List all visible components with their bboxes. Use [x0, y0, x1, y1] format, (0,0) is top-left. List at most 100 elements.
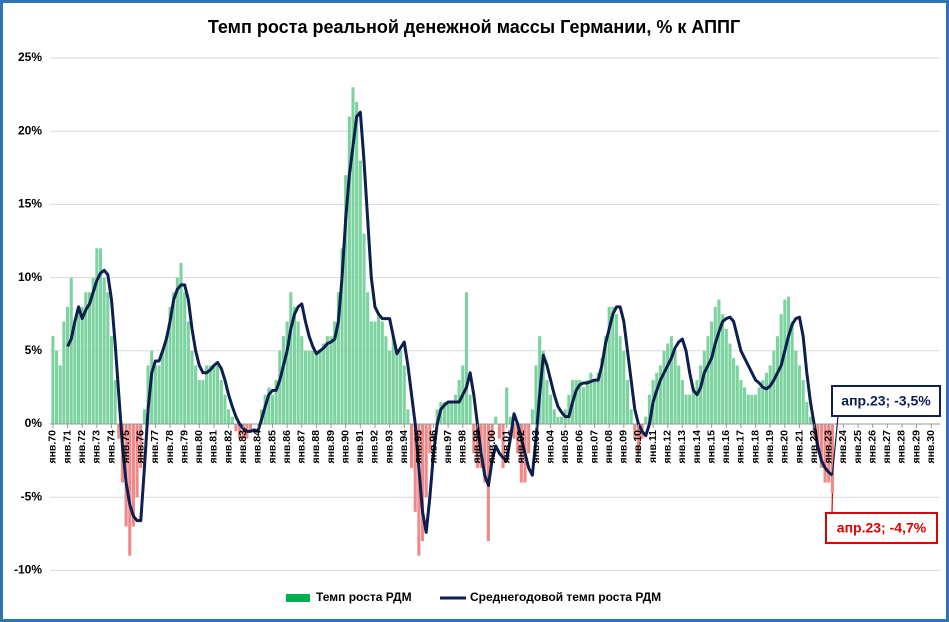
bar [311, 350, 315, 424]
bar [172, 292, 176, 424]
bar [395, 350, 399, 424]
bar [505, 387, 509, 424]
bar [227, 409, 231, 424]
bar [666, 343, 670, 424]
bar [58, 365, 62, 424]
bar [428, 424, 432, 454]
x-tick-label: янв.99 [471, 430, 483, 464]
x-tick-label: янв.76 [135, 430, 147, 464]
y-tick-label: 25% [18, 50, 42, 64]
bar [281, 336, 286, 424]
bar [534, 365, 538, 424]
bar [347, 116, 351, 424]
bar [819, 424, 823, 468]
bar [662, 350, 666, 424]
bar [62, 321, 66, 424]
bar [201, 380, 205, 424]
bar [494, 416, 498, 424]
annotation-text: апр.23; -4,7% [837, 520, 927, 536]
x-tick-label: янв.23 [823, 430, 835, 464]
x-tick-label: янв.87 [296, 430, 308, 464]
legend-label: Среднегодовой темп роста РДМ [470, 590, 661, 604]
x-tick-label: янв.81 [208, 430, 220, 464]
y-tick-label: 20% [18, 123, 42, 137]
bar [366, 292, 370, 424]
bar [805, 402, 809, 424]
bar [131, 424, 135, 527]
bar [754, 394, 758, 424]
x-tick-label: янв.73 [91, 430, 103, 464]
x-tick-label: янв.07 [588, 430, 600, 464]
bar [135, 424, 139, 498]
bar [219, 380, 223, 424]
x-tick-label: янв.14 [691, 430, 703, 464]
bar [732, 358, 736, 424]
bar [186, 321, 190, 424]
x-tick-label: янв.04 [544, 430, 556, 464]
x-tick-label: янв.29 [910, 430, 922, 464]
bar [241, 424, 245, 439]
x-tick-label: янв.97 [442, 430, 454, 464]
bar [194, 365, 198, 424]
x-tick-label: янв.78 [164, 430, 176, 464]
x-tick-label: янв.98 [457, 430, 469, 464]
x-tick-label: янв.80 [193, 430, 205, 464]
bar [410, 424, 414, 468]
x-tick-label: янв.26 [866, 430, 878, 464]
bar [388, 350, 392, 424]
bar [212, 365, 216, 424]
bar [801, 380, 805, 424]
bar [73, 321, 77, 424]
x-tick-label: янв.22 [808, 430, 820, 464]
x-tick-label: янв.84 [252, 430, 264, 464]
bar [391, 336, 395, 424]
bar [80, 306, 84, 424]
bar [420, 424, 425, 542]
bar [644, 416, 648, 424]
bar [106, 292, 110, 424]
bar [303, 350, 307, 424]
annotation-text: апр.23; -3,5% [841, 393, 931, 409]
bar [735, 365, 739, 424]
bar [713, 306, 717, 424]
bar [446, 402, 450, 424]
bar [582, 387, 586, 424]
bar [450, 402, 454, 424]
y-tick-label: -5% [21, 489, 43, 503]
bar [157, 365, 161, 424]
x-tick-label: янв.11 [647, 430, 659, 463]
bar [66, 306, 70, 424]
bar [794, 350, 798, 424]
bar [728, 343, 732, 424]
bar [274, 380, 278, 424]
bar [223, 394, 227, 424]
bar [453, 394, 458, 424]
x-tick-label: янв.25 [852, 430, 864, 464]
bar [314, 350, 318, 424]
bar [329, 336, 333, 424]
x-tick-label: янв.94 [398, 430, 410, 464]
bar [746, 394, 750, 424]
bar [508, 416, 512, 424]
bar [592, 380, 597, 424]
x-tick-label: янв.12 [662, 430, 674, 464]
bar [98, 248, 103, 424]
bar [724, 328, 728, 424]
x-tick-label: янв.70 [47, 430, 59, 464]
bar [743, 387, 747, 424]
bar [402, 365, 406, 424]
bar [270, 394, 275, 424]
bar [768, 365, 772, 424]
bar [779, 314, 783, 424]
x-tick-label: янв.05 [559, 430, 571, 464]
x-tick-label: янв.85 [266, 430, 278, 464]
bar [677, 365, 681, 424]
x-tick-label: янв.88 [310, 430, 322, 464]
bar [113, 380, 117, 424]
bar [164, 336, 168, 424]
x-tick-label: янв.16 [720, 430, 732, 464]
bar [362, 233, 366, 424]
y-tick-label: 0% [25, 416, 43, 430]
bar [153, 365, 157, 424]
bar [823, 424, 827, 483]
